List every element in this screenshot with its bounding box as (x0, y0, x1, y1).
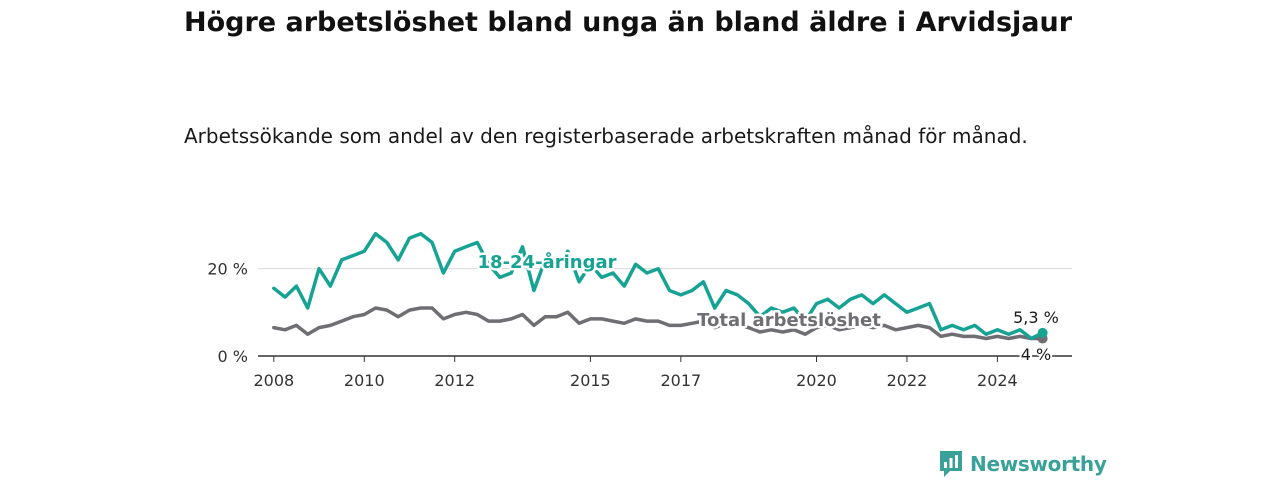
chart-subtitle: Arbetssökande som andel av den registerb… (184, 124, 1028, 148)
x-tick-label: 2008 (253, 371, 294, 390)
total-end-value-label: 4 % (1021, 345, 1051, 364)
x-tick-label: 2012 (434, 371, 475, 390)
newsworthy-logo-icon (940, 451, 962, 477)
x-tick-label: 2024 (977, 371, 1018, 390)
newsworthy-logo: Newsworthy (938, 448, 1107, 480)
x-tick-label: 2015 (570, 371, 611, 390)
total-series-line (272, 306, 1045, 341)
y-tick-label: 20 % (207, 260, 248, 279)
youth-end-point (1037, 327, 1048, 338)
y-tick-label: 0 % (218, 347, 248, 366)
x-tick-label: 2017 (660, 371, 701, 390)
youth-series-label: 18-24-åringar (478, 251, 617, 273)
x-tick-label: 2022 (887, 371, 928, 390)
chart-title: Högre arbetslöshet bland unga än bland ä… (184, 7, 1073, 38)
youth-end-value-label: 5,3 % (1013, 308, 1059, 327)
youth-series-line (272, 231, 1045, 341)
x-tick-label: 2010 (344, 371, 385, 390)
total-series-label: Total arbetslöshet (697, 310, 881, 331)
logo-text: Newsworthy (970, 452, 1107, 476)
x-tick-label: 2020 (796, 371, 837, 390)
